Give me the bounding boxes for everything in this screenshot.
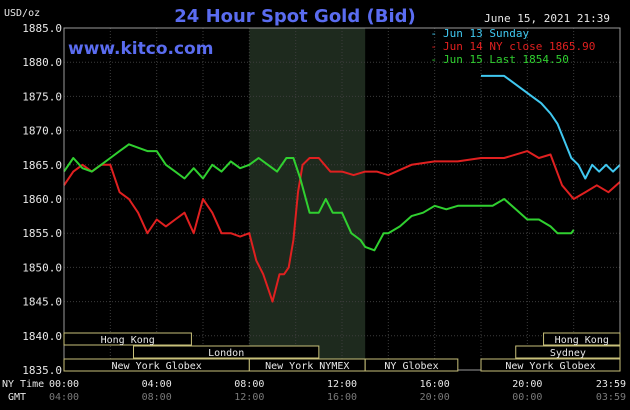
y-tick-label: 1840.0 <box>22 330 62 343</box>
series-line-0 <box>481 74 621 180</box>
ny-time-label: NY Time <box>2 379 44 390</box>
y-tick-label: 1835.0 <box>22 364 62 377</box>
session-bar <box>63 332 192 346</box>
session-label: Hong Kong <box>101 335 155 346</box>
session-label: New York NYMEX <box>265 361 349 372</box>
y-tick-label: 1865.0 <box>22 159 62 172</box>
y-tick-label: 1845.0 <box>22 296 62 309</box>
legend-dash-jun15: - <box>430 53 437 66</box>
legend-entry-jun13: Jun 13 Sunday <box>443 27 529 40</box>
legend-entry-jun14: Jun 14 NY close 1865.90 <box>443 40 595 53</box>
x-tick-label-gmt: 04:00 <box>49 392 79 403</box>
x-tick-label-gmt: 12:00 <box>234 392 264 403</box>
timestamp: June 15, 2021 21:39 <box>484 12 610 25</box>
session-bar <box>364 358 459 372</box>
session-label: London <box>208 348 244 359</box>
legend-entry-jun15: Jun 15 Last 1854.50 <box>443 53 569 66</box>
x-tick-label-gmt: 20:00 <box>420 392 450 403</box>
series-line-1 <box>63 150 621 303</box>
kitco-watermark: www.kitco.com <box>68 39 213 59</box>
y-tick-label: 1855.0 <box>22 227 62 240</box>
x-tick-label-ny: 12:00 <box>327 379 357 390</box>
gmt-label: GMT <box>8 392 26 403</box>
session-bar <box>133 345 320 359</box>
x-tick-label-gmt: 00:00 <box>512 392 542 403</box>
session-bar <box>515 345 621 359</box>
y-tick-label: 1850.0 <box>22 261 62 274</box>
legend-dash-jun14: - <box>430 40 437 53</box>
session-label: NY Globex <box>384 361 438 372</box>
y-axis-label: USD/oz <box>4 8 40 19</box>
session-label: Hong Kong <box>555 335 609 346</box>
x-tick-label-ny: 08:00 <box>234 379 264 390</box>
legend-dash-jun13: - <box>430 27 437 40</box>
x-tick-label-ny: 23:59 <box>596 379 626 390</box>
x-tick-label-ny: 16:00 <box>420 379 450 390</box>
session-label: Sydney <box>550 348 586 359</box>
session-label: New York Globex <box>112 361 202 372</box>
y-tick-label: 1880.0 <box>22 56 62 69</box>
session-label: New York Globex <box>505 361 595 372</box>
x-tick-label-gmt: 08:00 <box>142 392 172 403</box>
y-tick-label: 1875.0 <box>22 90 62 103</box>
series-line-2 <box>63 143 575 252</box>
y-tick-label: 1885.0 <box>22 22 62 35</box>
x-tick-label-gmt: 16:00 <box>327 392 357 403</box>
session-bar <box>480 358 621 372</box>
chart-title: 24 Hour Spot Gold (Bid) <box>174 6 415 27</box>
x-tick-label-ny: 04:00 <box>142 379 172 390</box>
y-tick-label: 1860.0 <box>22 193 62 206</box>
session-bar <box>543 332 621 346</box>
x-tick-label-gmt: 03:59 <box>596 392 626 403</box>
x-tick-label-ny: 20:00 <box>512 379 542 390</box>
x-tick-label-ny: 00:00 <box>49 379 79 390</box>
y-tick-label: 1870.0 <box>22 125 62 138</box>
